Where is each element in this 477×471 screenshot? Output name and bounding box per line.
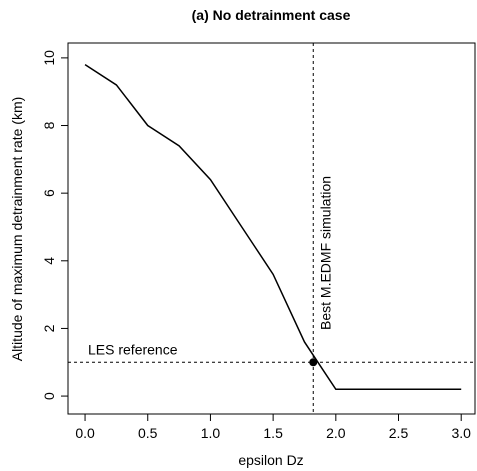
y-tick-label: 0 bbox=[41, 392, 57, 400]
x-tick-label: 2.5 bbox=[389, 425, 409, 441]
y-tick-label: 10 bbox=[41, 50, 57, 66]
plot-frame bbox=[67, 42, 476, 415]
annotation: Best M.EDMF simulation bbox=[317, 176, 333, 330]
x-tick-label: 0.5 bbox=[138, 425, 158, 441]
data-line bbox=[84, 64, 462, 391]
x-tick-label: 1.0 bbox=[201, 425, 221, 441]
annotation: LES reference bbox=[88, 341, 178, 357]
x-tick-label: 3.0 bbox=[451, 425, 471, 441]
y-tick-label: 6 bbox=[41, 189, 57, 197]
x-tick-label: 1.5 bbox=[263, 425, 283, 441]
x-tick-label: 2.0 bbox=[326, 425, 346, 441]
y-axis-label: Altitude of maximum detrainment rate (km… bbox=[9, 97, 25, 362]
y-tick-label: 4 bbox=[41, 257, 57, 265]
chart-title: (a) No detrainment case bbox=[192, 7, 351, 23]
x-axis-label: epsilon Dz bbox=[238, 452, 303, 468]
y-tick-label: 8 bbox=[41, 121, 57, 129]
y-tick-label: 2 bbox=[41, 324, 57, 332]
best-point bbox=[309, 358, 318, 367]
x-tick-label: 0.0 bbox=[75, 425, 95, 441]
